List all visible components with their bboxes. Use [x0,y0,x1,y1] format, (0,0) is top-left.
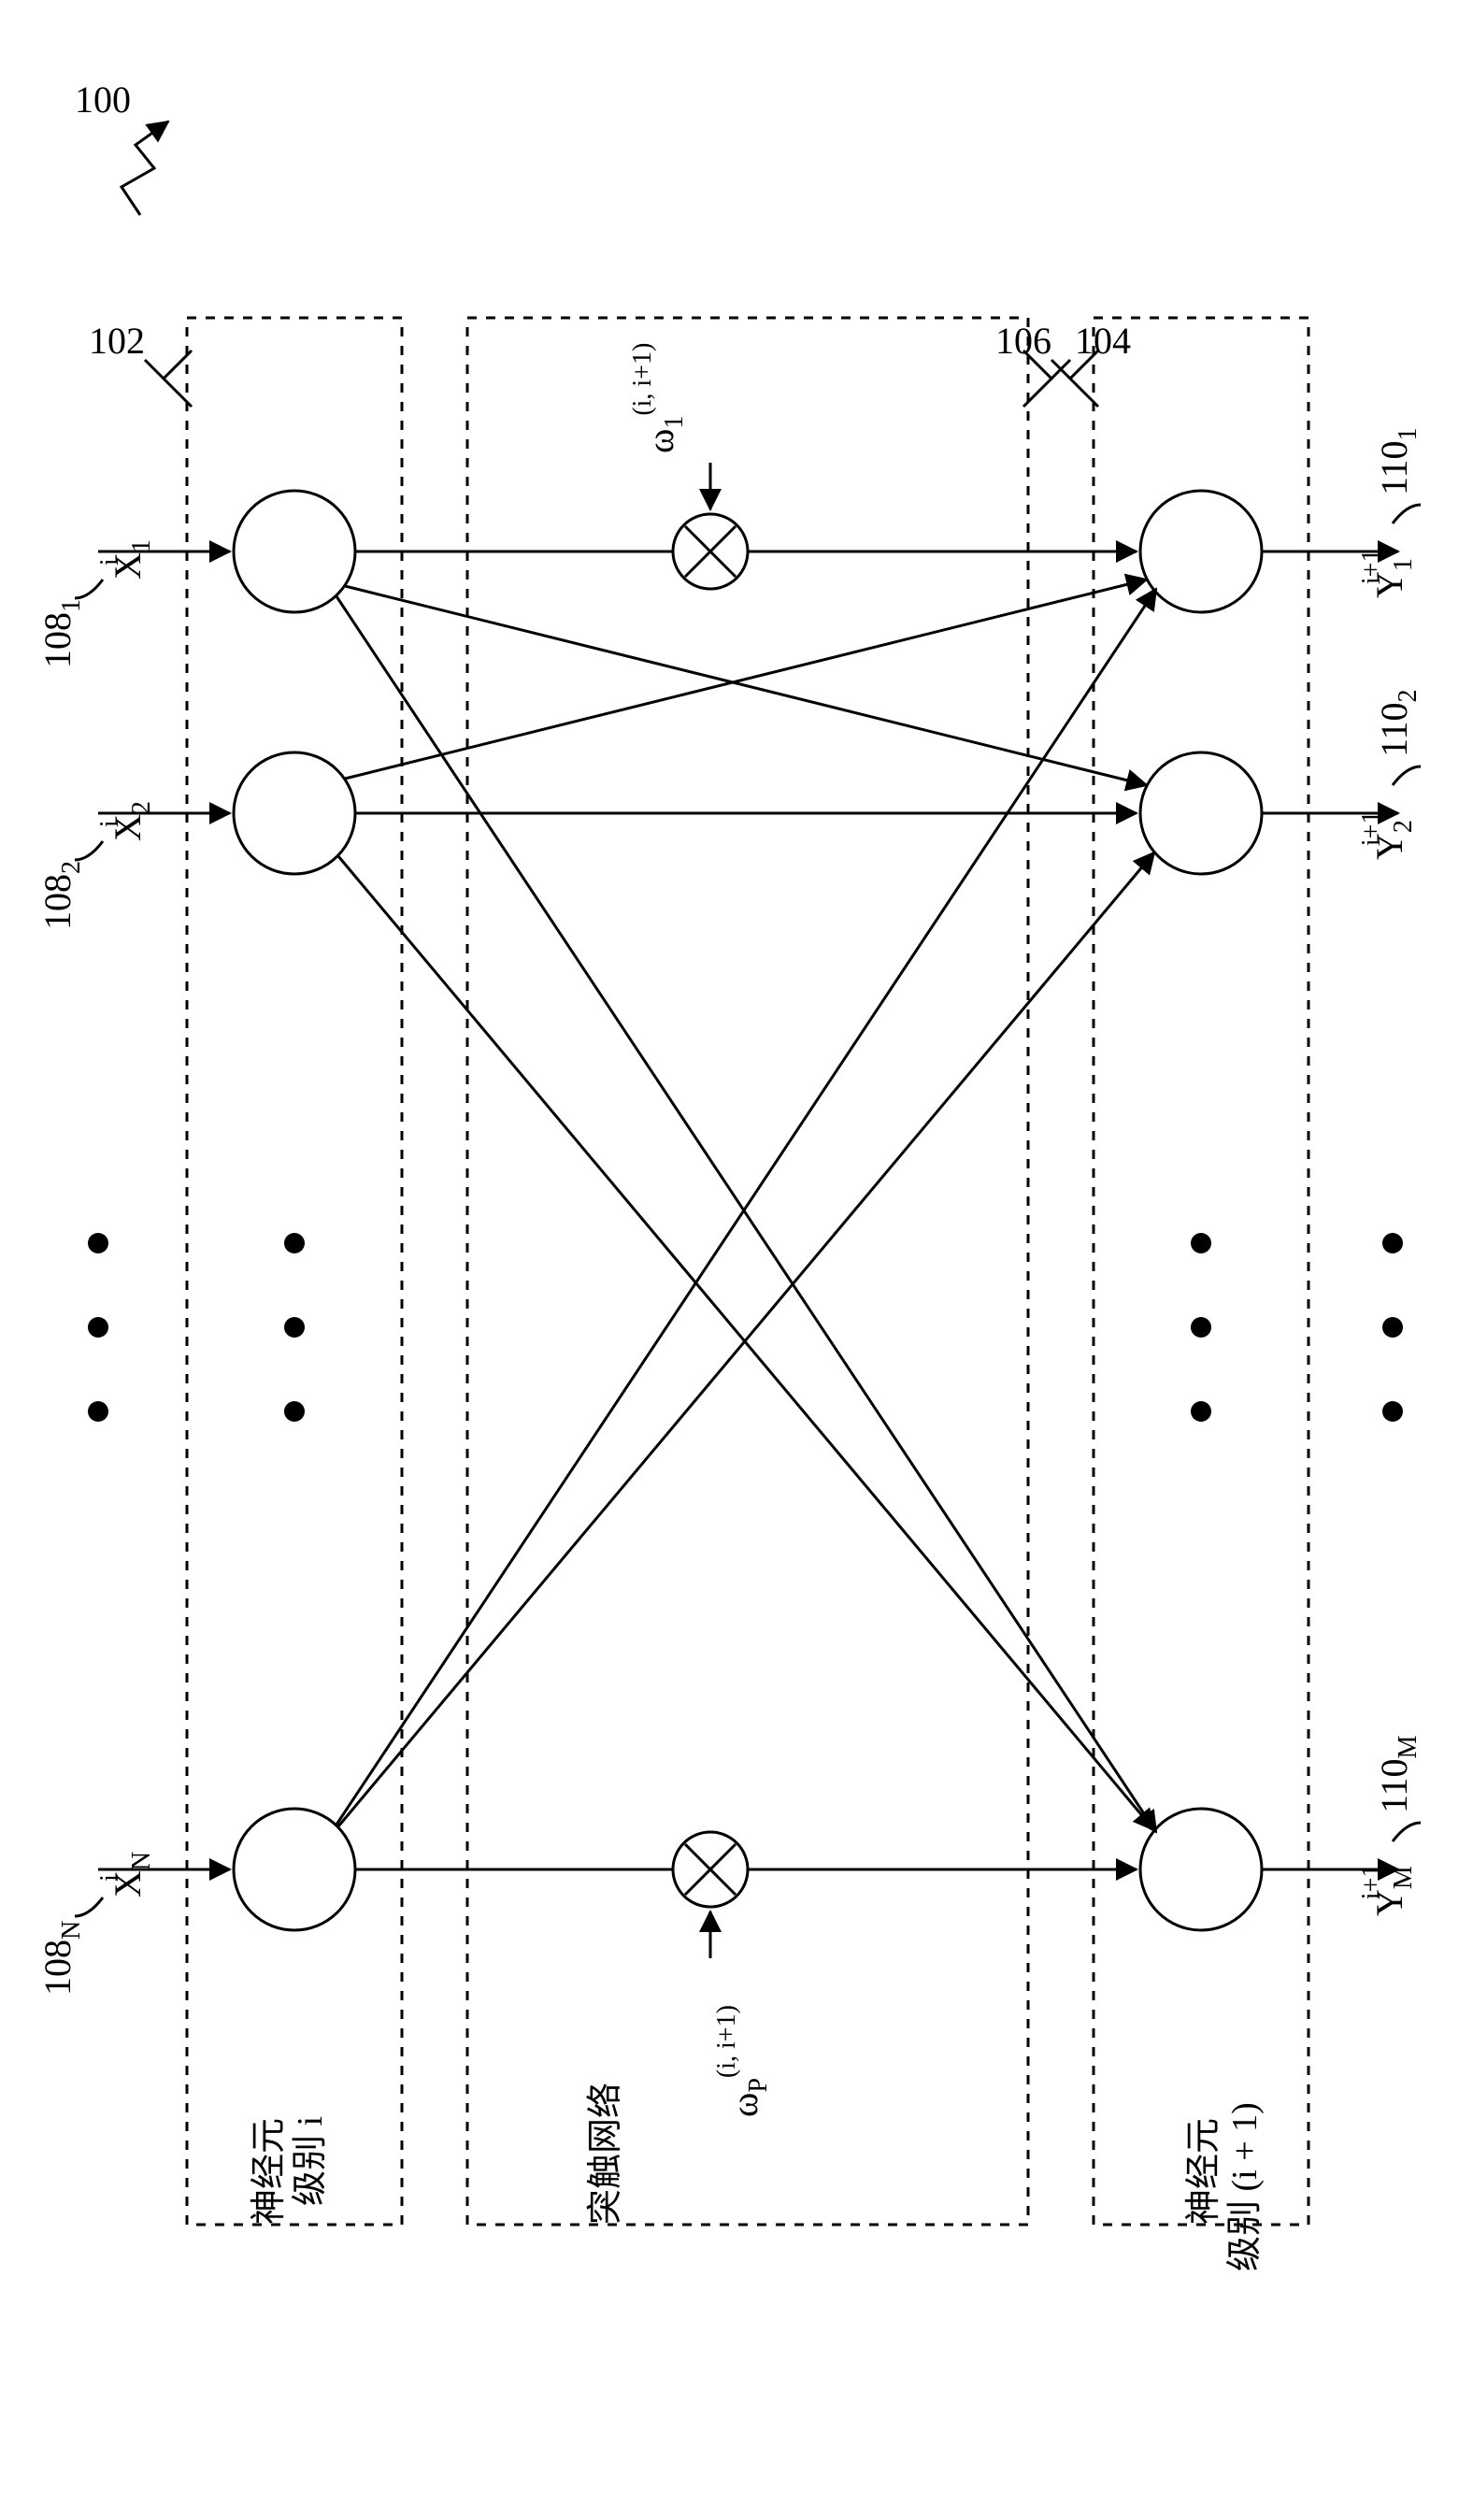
svg-text:1082: 1082 [36,861,86,930]
svg-text:110M: 110M [1373,1735,1423,1813]
svg-text:Y2i+1: Y2i+1 [1357,811,1418,860]
x1-refsub: 1 [57,599,86,612]
layer-i1-box-ref: 106 [995,320,1051,362]
neuron-i-N [234,1809,355,1930]
yM-sub: M [1389,1866,1418,1889]
svg-text:X1i: X1i [95,539,156,580]
svg-text:108N: 108N [36,1921,86,1996]
wP-sup: (i, i+1) [712,2005,741,2078]
xN-ref: 108 [36,1940,79,1996]
layer-i1-title-1: 神经元 [1184,2118,1223,2225]
neurons-layer-i [234,491,355,1930]
svg-text:ωP(i, i+1): ωP(i, i+1) [712,2005,773,2117]
layer-i1-title-2: 级别 (i + 1) [1225,2102,1265,2271]
x2-sub: 2 [127,801,156,814]
y1-refsub: 1 [1394,427,1423,440]
svg-text:Y1i+1: Y1i+1 [1357,550,1418,598]
y2-sub: 2 [1389,820,1418,833]
dots-layer-i [284,1233,305,1422]
y1-sub: 1 [1389,558,1418,571]
yM-sup: i+1 [1357,1865,1386,1900]
output-yM: YMi+1 110M [1262,1735,1423,1916]
layer-i-title-2: 级别 i [291,2116,330,2206]
neuron-i1-M [1140,1809,1262,1930]
x1-sub: 1 [127,539,156,552]
dots-outputs [1382,1233,1403,1422]
layer-i-title-1: 神经元 [250,2118,289,2225]
y2-sup: i+1 [1357,811,1386,847]
synapse-box-ref: 104 [1075,320,1131,362]
svg-text:X2i: X2i [95,801,156,841]
dots-inputs [88,1233,108,1422]
y1-sup: i+1 [1357,550,1386,585]
wP-sub: P [744,2078,773,2093]
y2-refsub: 2 [1394,689,1423,702]
xN-sub: N [127,1852,156,1870]
w1-sub: 1 [660,416,689,429]
figure-ref: 100 [75,79,168,215]
svg-text:1081: 1081 [36,599,86,668]
wP-sym: ω [723,2093,765,2117]
w1-sup: (i, i+1) [628,343,657,416]
y2-ref: 110 [1373,702,1415,757]
x2-refsub: 2 [57,861,86,874]
layer-i-box-ref: 102 [89,320,145,362]
x1-sup: i [95,558,124,566]
svg-text:XNi: XNi [95,1852,156,1897]
x2-sup: i [95,820,124,827]
y1-ref: 110 [1373,440,1415,495]
xN-sup: i [95,1874,124,1882]
output-y1: Y1i+1 1101 [1262,427,1423,598]
svg-text:1102: 1102 [1373,689,1423,757]
svg-text:YMi+1: YMi+1 [1357,1865,1418,1916]
x1-ref: 108 [36,612,79,668]
synapse-title: 突触网络 [586,2083,625,2225]
neuron-i-2 [234,752,355,874]
neuron-i-1 [234,491,355,612]
output-y2: Y2i+1 1102 [1262,689,1423,860]
svg-text:ω1(i, i+1): ω1(i, i+1) [628,343,689,453]
layer-i-box: 102 神经元 级别 i [89,318,402,2225]
yM-refsub: M [1394,1735,1423,1758]
input-x2: X2i 1082 [36,801,230,930]
yM-ref: 110 [1373,1758,1415,1813]
weight-w1: ω1(i, i+1) [628,343,710,509]
dots-layer-i1 [1191,1233,1211,1422]
x2-ref: 108 [36,874,79,930]
layer-i1-box: 106 神经元 级别 (i + 1) [995,318,1309,2271]
neuron-i1-1 [1140,491,1262,612]
w1-sym: ω [639,429,681,453]
synapse-box: 104 突触网络 [467,318,1131,2225]
edges [336,551,1156,1869]
xN-refsub: N [57,1921,86,1940]
multiplier-1 [673,514,748,589]
weight-wP: ωP(i, i+1) [710,1911,773,2117]
multiplier-P [673,1832,748,1907]
input-x1: X1i 1081 [36,539,230,668]
svg-text:1101: 1101 [1373,427,1423,495]
neuron-i1-2 [1140,752,1262,874]
neurons-layer-i1 [1140,491,1262,1930]
input-xN: XNi 108N [36,1852,230,1996]
figure-ref-label: 100 [75,79,131,121]
